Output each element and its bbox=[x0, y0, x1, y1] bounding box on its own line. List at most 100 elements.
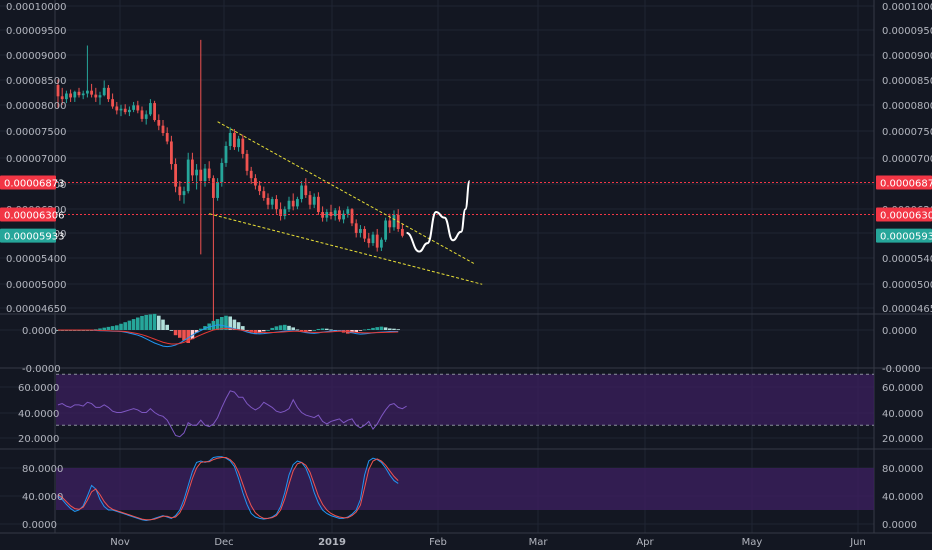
candle-body[interactable] bbox=[220, 162, 224, 183]
projection-curve[interactable] bbox=[406, 179, 471, 253]
candle-body[interactable] bbox=[182, 191, 186, 196]
candle-body[interactable] bbox=[266, 197, 270, 205]
stoch-panel[interactable] bbox=[57, 456, 399, 522]
candle-body[interactable] bbox=[102, 87, 106, 96]
candle-body[interactable] bbox=[338, 210, 341, 220]
candle-body[interactable] bbox=[115, 106, 119, 111]
candle-body[interactable] bbox=[321, 212, 324, 218]
candle-body[interactable] bbox=[329, 212, 333, 216]
candle-body[interactable] bbox=[144, 114, 148, 119]
candle-body[interactable] bbox=[153, 103, 156, 121]
candle-body[interactable] bbox=[342, 213, 345, 220]
candle-body[interactable] bbox=[346, 209, 350, 214]
macd-histogram-bar bbox=[312, 330, 316, 331]
candle-body[interactable] bbox=[375, 234, 379, 248]
candle-body[interactable] bbox=[128, 109, 131, 113]
price-tag-right bbox=[876, 207, 932, 222]
stoch-tick-label-left: 0.0000 bbox=[22, 520, 57, 531]
candle-body[interactable] bbox=[300, 185, 303, 200]
candle-body[interactable] bbox=[308, 195, 312, 205]
candle-body[interactable] bbox=[249, 170, 253, 179]
candle-body[interactable] bbox=[354, 223, 358, 233]
wedge-upper-trendline[interactable] bbox=[217, 121, 475, 264]
candle-body[interactable] bbox=[291, 200, 295, 207]
macd-histogram-bar bbox=[152, 313, 157, 330]
candle-body[interactable] bbox=[140, 110, 144, 119]
candle-body[interactable] bbox=[371, 234, 375, 244]
macd-panel[interactable] bbox=[56, 313, 400, 348]
candle-body[interactable] bbox=[111, 99, 114, 107]
candle-body[interactable] bbox=[94, 94, 98, 98]
candle-body[interactable] bbox=[380, 239, 383, 248]
candle-body[interactable] bbox=[107, 87, 110, 100]
macd-histogram-bar bbox=[241, 326, 245, 330]
candle-body[interactable] bbox=[296, 199, 299, 207]
candle-body[interactable] bbox=[270, 199, 274, 205]
candle-body[interactable] bbox=[212, 178, 215, 198]
candle-body[interactable] bbox=[317, 196, 320, 213]
rsi-panel[interactable] bbox=[57, 390, 407, 438]
candle-body[interactable] bbox=[241, 138, 245, 154]
price-tick-label-right: 0.00005400 bbox=[882, 254, 932, 265]
candle-body[interactable] bbox=[90, 90, 93, 95]
candle-body[interactable] bbox=[170, 141, 173, 165]
candle-body[interactable] bbox=[199, 169, 203, 181]
candle-body[interactable] bbox=[136, 105, 140, 111]
candle-body[interactable] bbox=[203, 168, 207, 181]
candle-body[interactable] bbox=[178, 186, 182, 196]
candle-body[interactable] bbox=[123, 108, 127, 113]
candle-body[interactable] bbox=[77, 91, 81, 96]
wedge-lower-trendline[interactable] bbox=[209, 213, 483, 285]
candle-body[interactable] bbox=[60, 96, 64, 100]
candle-body[interactable] bbox=[363, 228, 366, 239]
candle-body[interactable] bbox=[401, 228, 404, 236]
candle-body[interactable] bbox=[333, 210, 337, 216]
candle-body[interactable] bbox=[392, 214, 396, 228]
candle-body[interactable] bbox=[186, 159, 190, 192]
candle-body[interactable] bbox=[195, 169, 198, 176]
candle-body[interactable] bbox=[287, 200, 291, 210]
candle-body[interactable] bbox=[384, 220, 387, 240]
candle-body[interactable] bbox=[191, 159, 194, 176]
candle-body[interactable] bbox=[312, 196, 316, 205]
macd-histogram-bar bbox=[262, 330, 266, 332]
macd-histogram-bar bbox=[299, 330, 304, 332]
candle-body[interactable] bbox=[359, 228, 362, 233]
candle-body[interactable] bbox=[304, 185, 308, 196]
candle-body[interactable] bbox=[161, 125, 165, 134]
candle-body[interactable] bbox=[73, 91, 77, 98]
candle-body[interactable] bbox=[367, 238, 371, 244]
price-panel[interactable] bbox=[0, 39, 874, 323]
rsi-tick-label-left: 20.0000 bbox=[18, 434, 59, 445]
candle-body[interactable] bbox=[149, 103, 152, 115]
candle-body[interactable] bbox=[224, 145, 228, 163]
candle-body[interactable] bbox=[86, 90, 89, 94]
candle-body[interactable] bbox=[388, 220, 392, 228]
candle-body[interactable] bbox=[262, 191, 266, 198]
candle-body[interactable] bbox=[119, 108, 123, 111]
candle-body[interactable] bbox=[216, 182, 219, 198]
candle-body[interactable] bbox=[65, 93, 68, 100]
candle-body[interactable] bbox=[228, 133, 232, 146]
candle-body[interactable] bbox=[165, 133, 169, 142]
candle-body[interactable] bbox=[245, 153, 249, 171]
candle-body[interactable] bbox=[279, 209, 282, 216]
candle-body[interactable] bbox=[207, 168, 211, 179]
candle-body[interactable] bbox=[69, 93, 72, 98]
candle-body[interactable] bbox=[98, 95, 102, 98]
candle-body[interactable] bbox=[350, 209, 354, 224]
candle-body[interactable] bbox=[56, 85, 60, 97]
candle-body[interactable] bbox=[254, 178, 257, 186]
candle-body[interactable] bbox=[174, 164, 177, 187]
candle-body[interactable] bbox=[233, 133, 236, 148]
candle-body[interactable] bbox=[81, 93, 85, 96]
candle-body[interactable] bbox=[283, 209, 287, 216]
candle-body[interactable] bbox=[132, 105, 135, 110]
candle-body[interactable] bbox=[157, 120, 161, 126]
candle-body[interactable] bbox=[325, 212, 329, 218]
candle-body[interactable] bbox=[258, 185, 261, 192]
stoch-tick-label-right: 0.0000 bbox=[882, 520, 917, 531]
candle-body[interactable] bbox=[237, 138, 240, 148]
candle-body[interactable] bbox=[275, 199, 278, 210]
